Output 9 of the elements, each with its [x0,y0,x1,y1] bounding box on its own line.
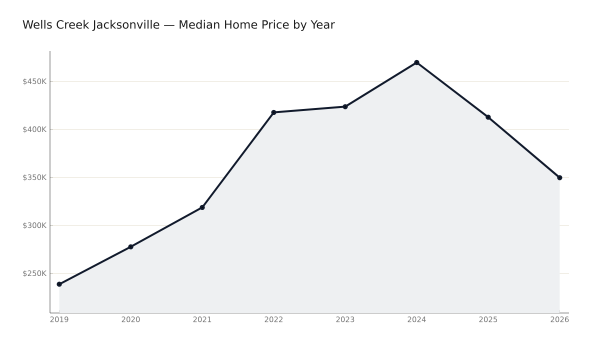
point [342,104,348,110]
chart-title: Wells Creek Jacksonville — Median Home Price by Year [22,20,335,32]
point [128,244,134,250]
point [486,114,491,120]
point [56,282,62,287]
point [200,204,205,210]
point [271,110,276,116]
point [414,60,420,66]
point [557,175,562,180]
